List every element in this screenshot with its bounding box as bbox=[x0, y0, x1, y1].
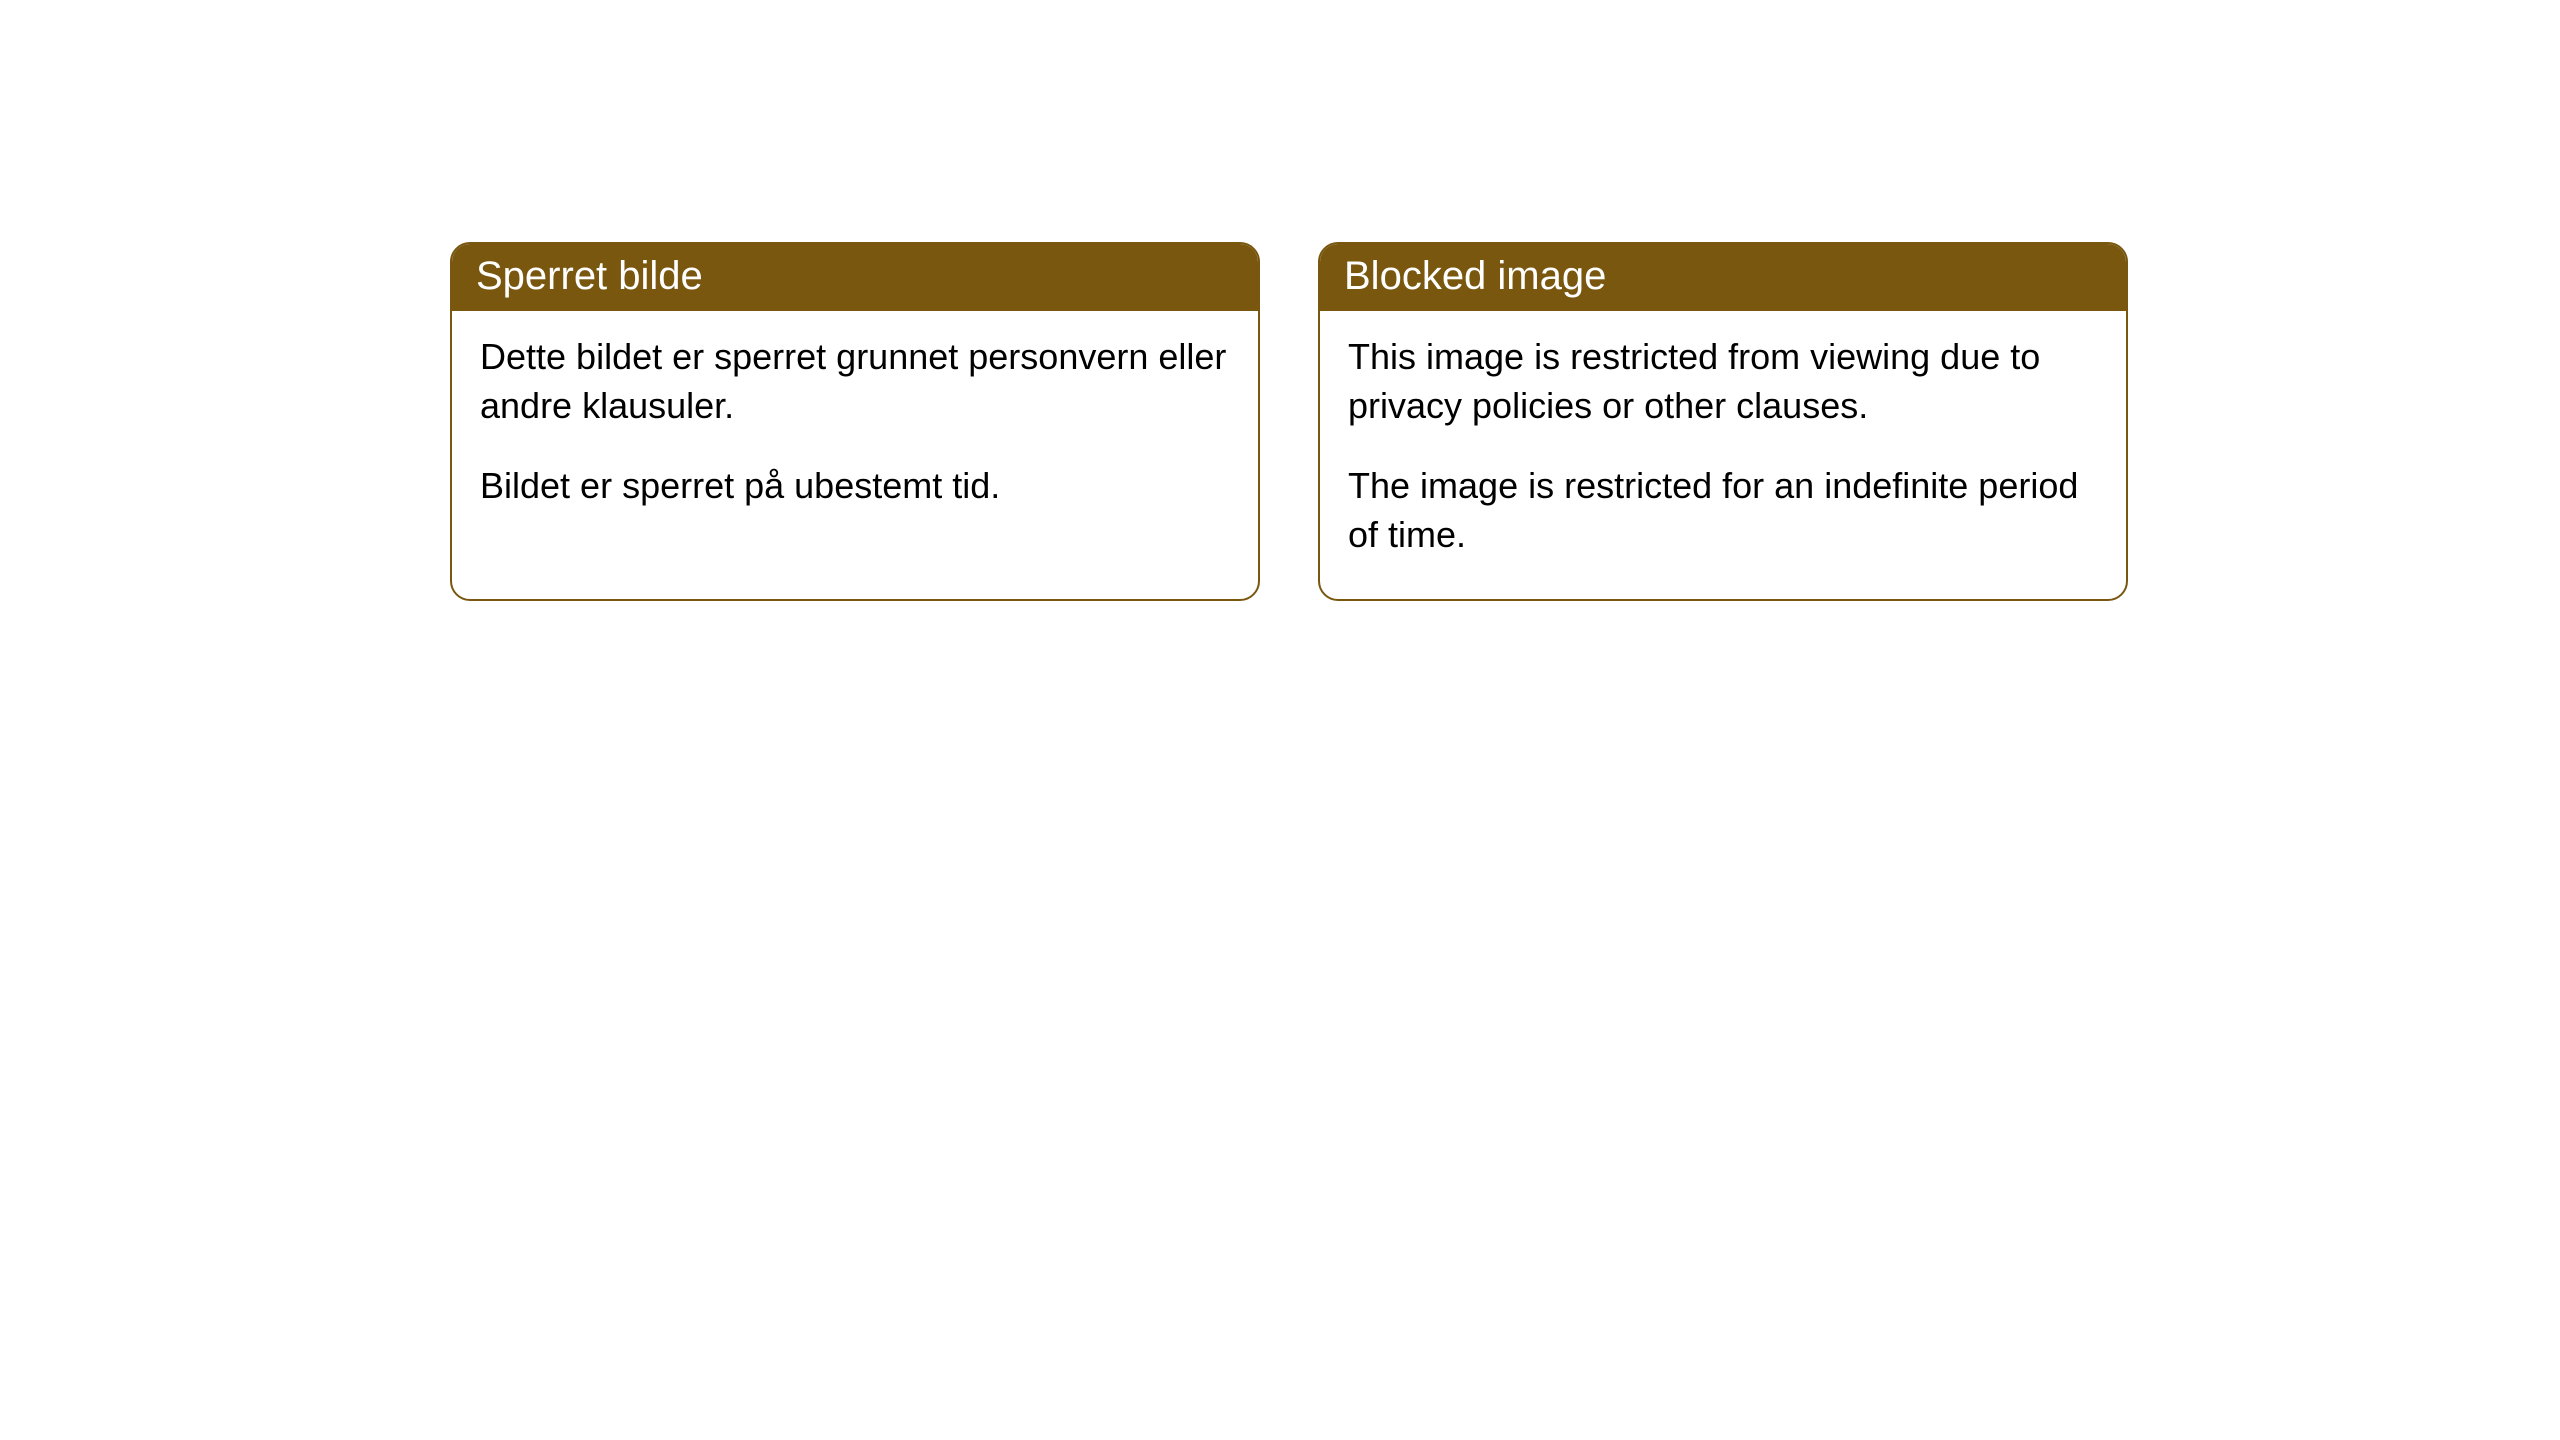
blocked-image-card-norwegian: Sperret bilde Dette bildet er sperret gr… bbox=[450, 242, 1260, 601]
card-paragraph-2: The image is restricted for an indefinit… bbox=[1348, 462, 2098, 559]
card-title: Sperret bilde bbox=[476, 254, 703, 298]
card-paragraph-1: This image is restricted from viewing du… bbox=[1348, 333, 2098, 430]
card-body-english: This image is restricted from viewing du… bbox=[1320, 311, 2126, 599]
card-paragraph-2: Bildet er sperret på ubestemt tid. bbox=[480, 462, 1230, 511]
card-header-english: Blocked image bbox=[1320, 244, 2126, 311]
card-body-norwegian: Dette bildet er sperret grunnet personve… bbox=[452, 311, 1258, 551]
card-header-norwegian: Sperret bilde bbox=[452, 244, 1258, 311]
blocked-image-card-english: Blocked image This image is restricted f… bbox=[1318, 242, 2128, 601]
cards-container: Sperret bilde Dette bildet er sperret gr… bbox=[450, 242, 2128, 601]
card-title: Blocked image bbox=[1344, 254, 1606, 298]
card-paragraph-1: Dette bildet er sperret grunnet personve… bbox=[480, 333, 1230, 430]
